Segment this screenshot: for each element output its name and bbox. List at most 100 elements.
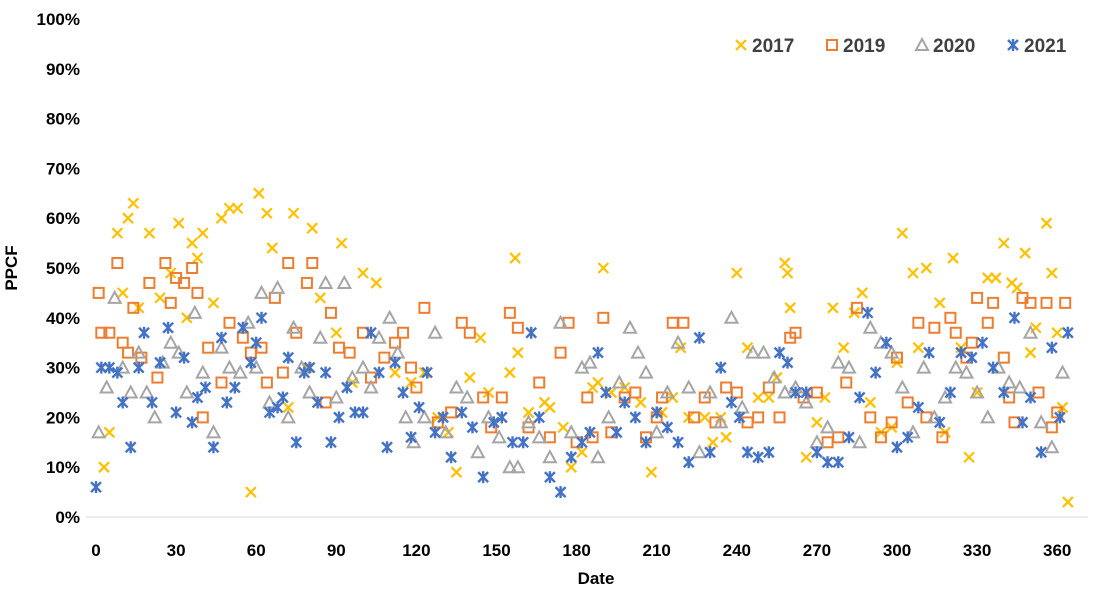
- data-point-2019: [629, 386, 642, 399]
- data-point-2020: [990, 359, 1007, 374]
- plot-area: [90, 187, 1074, 508]
- data-point-2020: [253, 284, 270, 299]
- data-point-2020: [416, 409, 433, 424]
- data-point-2019: [236, 331, 249, 344]
- data-point-2020: [205, 424, 222, 439]
- data-point-2020: [734, 399, 750, 414]
- data-point-2021: [466, 421, 479, 434]
- data-point-2017: [154, 292, 166, 304]
- y-tick-labels: 0% 10% 20% 30% 40% 50% 60% 70% 80% 90% 100%: [37, 10, 80, 527]
- x-tick-label: 180: [562, 541, 590, 560]
- data-point-2017: [389, 366, 401, 379]
- data-point-2021: [178, 351, 190, 364]
- data-point-2020: [510, 459, 526, 474]
- data-point-2021: [733, 411, 746, 424]
- data-point-2019: [874, 431, 887, 444]
- data-point-2021: [186, 416, 198, 429]
- data-point-2017: [1011, 282, 1023, 294]
- data-point-2019: [677, 316, 690, 329]
- legend: 2017 2019 2020 2021: [735, 36, 1067, 57]
- data-point-2019: [418, 301, 431, 314]
- data-point-2019: [1032, 386, 1045, 399]
- data-point-2021: [880, 336, 893, 349]
- legend-item-2017: 2017: [735, 36, 794, 57]
- data-point-2019: [178, 276, 191, 289]
- x-tick-label: 150: [482, 541, 510, 560]
- data-point-2020: [502, 459, 518, 474]
- data-point-2017: [971, 386, 983, 399]
- series-2019: [92, 257, 1072, 449]
- y-tick-label: 80%: [46, 110, 80, 129]
- data-point-2019: [901, 396, 914, 409]
- data-point-2021: [90, 481, 102, 494]
- legend-marker-2017: [735, 39, 747, 51]
- data-point-2020: [382, 309, 398, 324]
- x-tick-label: 210: [643, 541, 671, 560]
- data-point-2017: [864, 396, 877, 409]
- data-point-2017: [186, 237, 198, 249]
- data-point-2017: [933, 297, 946, 309]
- data-point-2020: [755, 344, 772, 359]
- data-point-2021: [629, 411, 642, 424]
- data-point-2019: [196, 411, 209, 424]
- data-point-2017: [330, 326, 343, 339]
- data-point-2021: [311, 396, 324, 409]
- data-point-2020: [232, 364, 248, 379]
- data-point-2020: [390, 344, 406, 359]
- data-point-2021: [477, 471, 489, 484]
- data-point-2019: [730, 386, 743, 399]
- data-point-2021: [714, 361, 727, 374]
- data-point-2019: [405, 361, 418, 374]
- legend-label: 2020: [933, 36, 975, 57]
- data-point-2021: [752, 451, 765, 464]
- data-point-2017: [111, 227, 124, 239]
- data-point-2020: [317, 274, 334, 289]
- data-point-2020: [248, 359, 264, 374]
- data-point-2020: [240, 314, 256, 329]
- data-point-2021: [576, 436, 588, 449]
- data-point-2021: [495, 411, 508, 424]
- data-point-2020: [916, 359, 932, 374]
- data-point-2021: [517, 436, 530, 449]
- data-point-2020: [702, 384, 718, 399]
- data-point-2017: [261, 207, 273, 219]
- data-point-2017: [231, 202, 244, 215]
- x-tick-label: 240: [723, 541, 751, 560]
- data-point-2021: [154, 356, 166, 369]
- data-point-2019: [260, 376, 273, 389]
- data-point-2020: [195, 364, 211, 379]
- data-point-2021: [170, 406, 182, 419]
- y-tick-label: 90%: [46, 60, 80, 79]
- data-point-2019: [1024, 296, 1037, 309]
- data-point-2017: [127, 197, 140, 210]
- x-tick-labels: 0 30 60 90 120 150 180 210 240 270 300 330 360: [91, 541, 1071, 560]
- data-point-2021: [811, 446, 823, 459]
- data-point-2020: [862, 319, 878, 334]
- legend-item-2019: 2019: [826, 36, 885, 57]
- data-point-2019: [122, 346, 135, 359]
- data-point-2017: [98, 461, 110, 473]
- data-point-2019: [810, 386, 823, 399]
- data-point-2020: [280, 409, 296, 424]
- y-tick-label: 10%: [46, 458, 80, 477]
- data-point-2020: [958, 364, 975, 379]
- data-point-2019: [143, 276, 156, 289]
- data-point-2017: [597, 262, 610, 274]
- data-point-2021: [341, 381, 353, 394]
- data-point-2017: [784, 302, 796, 314]
- data-point-2017: [837, 341, 850, 354]
- data-point-2020: [948, 359, 964, 374]
- data-point-2021: [525, 326, 538, 339]
- data-point-2019: [357, 326, 369, 339]
- data-point-2017: [990, 272, 1002, 284]
- data-point-2017: [592, 376, 604, 389]
- data-point-2019: [864, 411, 877, 424]
- data-point-2020: [123, 384, 139, 399]
- data-point-2021: [997, 386, 1010, 399]
- data-point-2021: [138, 326, 150, 339]
- data-point-2020: [163, 334, 179, 349]
- y-tick-label: 50%: [46, 259, 80, 278]
- data-point-2021: [357, 406, 369, 419]
- data-point-2017: [357, 267, 369, 279]
- data-point-2021: [389, 356, 401, 369]
